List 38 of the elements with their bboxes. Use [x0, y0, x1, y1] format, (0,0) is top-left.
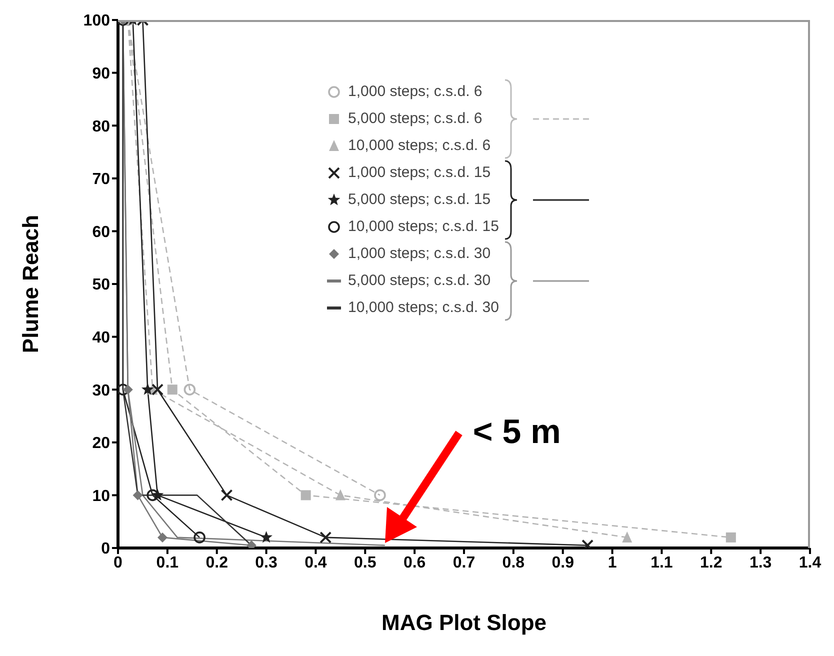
x-tick-label: 0.4 — [304, 554, 327, 572]
x-tick-label: 1 — [608, 554, 617, 572]
x-tick-label: 1.4 — [798, 554, 822, 572]
legend-label: 1,000 steps; c.s.d. 6 — [348, 83, 482, 100]
y-tick-label: 40 — [92, 329, 110, 346]
y-tick-label: 30 — [92, 382, 110, 400]
legend-label: 5,000 steps; c.s.d. 30 — [348, 272, 491, 289]
legend-label: 10,000 steps; c.s.d. 30 — [348, 299, 499, 316]
legend-label: 1,000 steps; c.s.d. 30 — [348, 245, 491, 262]
y-tick-label: 60 — [92, 224, 110, 241]
legend-label: 10,000 steps; c.s.d. 6 — [348, 137, 491, 154]
y-tick-label: 100 — [83, 12, 110, 30]
y-tick-label: 90 — [92, 65, 110, 82]
annotation: < 5 m — [472, 413, 561, 452]
y-tick-label: 70 — [92, 171, 110, 188]
y-tick-label: 50 — [92, 276, 110, 294]
x-tick-label: 0 — [114, 554, 123, 572]
x-tick-label: 0.7 — [452, 554, 476, 572]
x-tick-label: 0.8 — [502, 554, 525, 572]
x-tick-label: 1.2 — [700, 554, 722, 572]
legend-label: 1,000 steps; c.s.d. 15 — [348, 164, 491, 181]
y-tick-label: 0 — [101, 540, 110, 558]
y-tick-label: 80 — [92, 118, 110, 136]
legend-label: 5,000 steps; c.s.d. 6 — [348, 110, 482, 127]
x-tick-label: 1.3 — [749, 554, 772, 572]
x-tick-label: 0.2 — [206, 554, 228, 572]
y-axis-title: Plume Reach — [18, 214, 43, 354]
x-tick-label: 0.5 — [354, 554, 376, 572]
x-tick-label: 1.1 — [650, 554, 673, 572]
legend-label: 5,000 steps; c.s.d. 15 — [348, 191, 491, 208]
y-tick-label: 10 — [92, 488, 110, 505]
x-tick-label: 0.1 — [156, 554, 179, 572]
x-tick-label: 0.6 — [403, 554, 426, 572]
x-tick-label: 0.3 — [255, 554, 278, 572]
x-tick-label: 0.9 — [552, 554, 574, 572]
y-tick-label: 20 — [92, 435, 110, 452]
legend-label: 10,000 steps; c.s.d. 15 — [348, 218, 499, 235]
x-axis-title: MAG Plot Slope — [382, 610, 546, 635]
